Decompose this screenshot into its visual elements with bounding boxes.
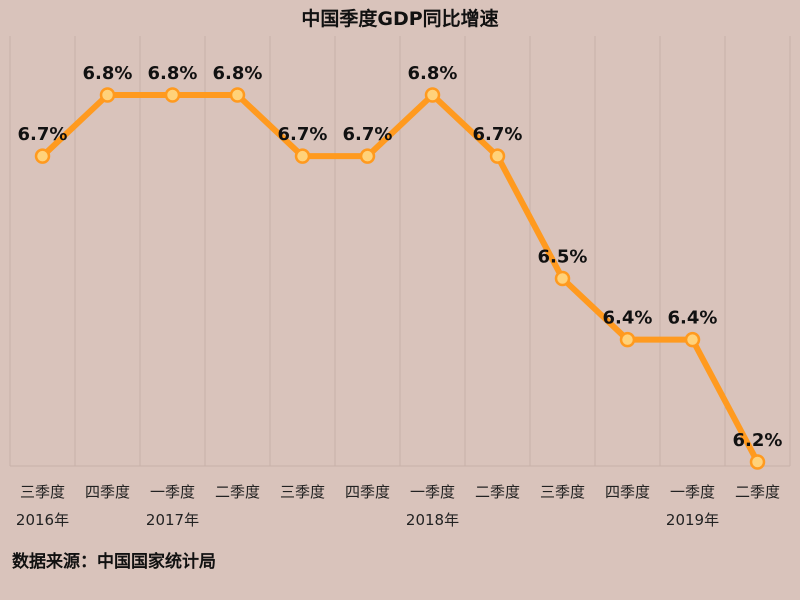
x-tick-label: 四季度 [345,483,390,501]
data-label: 6.7% [278,124,328,145]
series-line-layer [39,92,761,465]
data-point [164,87,181,103]
data-label: 6.8% [148,63,198,84]
chart-title: 中国季度GDP同比增速 [301,7,498,30]
x-tick-label: 一季度 [670,483,715,501]
x-tick-label: 二季度 [475,483,520,501]
year-label: 2017年 [146,511,199,529]
year-label: 2019年 [666,511,719,529]
data-label: 6.7% [473,124,523,145]
data-label: 6.4% [668,308,718,329]
x-tick-label: 三季度 [280,483,325,501]
data-point [359,148,376,164]
data-markers [34,87,766,470]
data-label: 6.8% [213,63,263,84]
x-tick-label: 二季度 [735,483,780,501]
data-label: 6.8% [408,63,458,84]
data-point [554,270,571,287]
year-labels: 2016年 2017年 2018年 2019年 [16,511,719,529]
data-point [489,148,506,164]
data-label: 6.7% [18,124,68,145]
x-tick-labels: 三季度 四季度 一季度 二季度 三季度 四季度 一季度 二季度 三季度 四季度 一季度 二季度 [20,483,780,501]
series-line [39,92,761,465]
data-label: 6.7% [343,124,393,145]
data-label: 6.2% [733,430,783,451]
source-note: 数据来源：中国国家统计局 [12,551,216,572]
x-tick-label: 三季度 [540,483,585,501]
data-point [34,148,51,164]
x-tick-label: 三季度 [20,483,65,501]
x-tick-label: 二季度 [215,483,260,501]
year-label: 2018年 [406,511,459,529]
x-tick-label: 四季度 [605,483,650,501]
data-label: 6.8% [83,63,133,84]
year-label: 2016年 [16,511,69,529]
x-tick-label: 一季度 [410,483,455,501]
data-labels: 6.7% 6.8% 6.8% 6.8% 6.7% 6.7% 6.8% 6.7% 6.5% 6.4%… [18,63,783,451]
data-point [294,148,311,164]
data-label: 6.4% [603,308,653,329]
data-point [229,87,246,103]
data-point [424,87,441,103]
data-label: 6.5% [538,247,588,268]
data-point [619,331,636,348]
data-point [749,454,766,470]
x-tick-label: 一季度 [150,483,195,501]
data-point [684,331,701,348]
grid-lines [9,36,791,466]
data-point [99,87,116,103]
x-tick-label: 四季度 [85,483,130,501]
